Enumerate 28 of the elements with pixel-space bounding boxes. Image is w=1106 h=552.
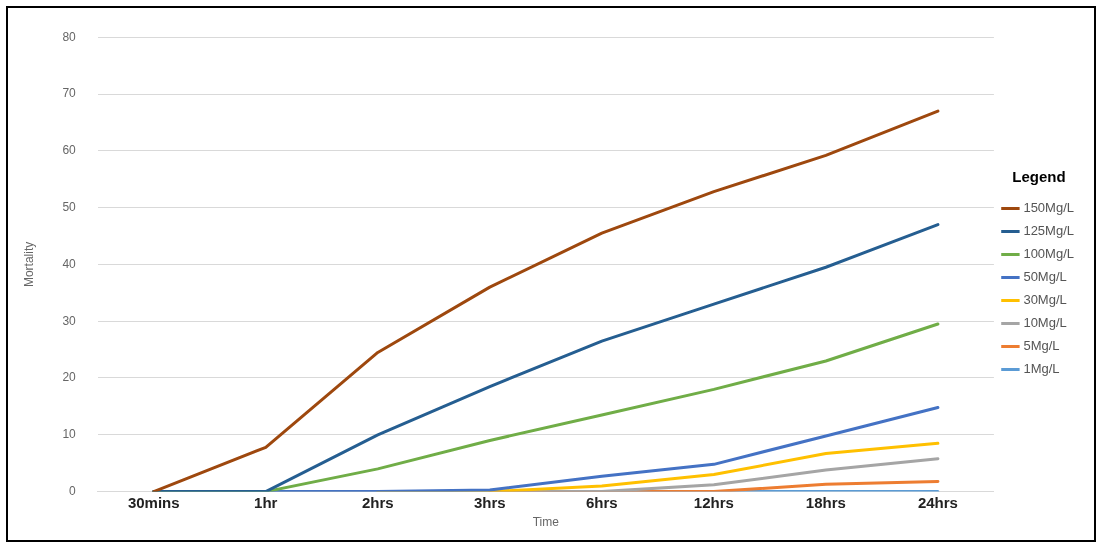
y-tick-label: 70 bbox=[62, 86, 77, 101]
x-tick-label: 18hrs bbox=[805, 493, 846, 511]
legend-label: 100Mg/L bbox=[1023, 246, 1074, 262]
y-axis-title: Mortality bbox=[21, 241, 36, 288]
legend-label: 50Mg/L bbox=[1023, 269, 1067, 285]
legend-label: 10Mg/L bbox=[1023, 315, 1067, 331]
legend-label: 125Mg/L bbox=[1023, 223, 1074, 239]
y-tick-label: 10 bbox=[62, 427, 77, 442]
x-tick-label: 6hrs bbox=[585, 493, 618, 511]
x-tick-label: 2hrs bbox=[361, 493, 394, 511]
y-tick-label: 80 bbox=[62, 29, 77, 44]
x-axis-title: Time bbox=[532, 515, 560, 530]
legend-label: 5Mg/L bbox=[1023, 338, 1060, 354]
x-tick-label: 1hr bbox=[254, 493, 278, 511]
y-tick-label: 40 bbox=[62, 256, 77, 271]
y-tick-label: 30 bbox=[62, 313, 77, 328]
legend-label: 30Mg/L bbox=[1023, 292, 1067, 308]
legend-label: 1Mg/L bbox=[1023, 361, 1060, 377]
x-tick-label: 24hrs bbox=[917, 493, 958, 511]
y-tick-label: 60 bbox=[62, 143, 77, 158]
x-tick-label: 12hrs bbox=[693, 493, 734, 511]
x-tick-label: 3hrs bbox=[473, 493, 506, 511]
y-tick-label: 20 bbox=[62, 370, 77, 385]
legend-title: Legend bbox=[1012, 167, 1066, 185]
x-tick-label: 30mins bbox=[127, 493, 180, 511]
y-tick-label: 0 bbox=[69, 483, 77, 498]
legend-label: 150Mg/L bbox=[1023, 200, 1074, 216]
y-tick-label: 50 bbox=[62, 199, 77, 214]
